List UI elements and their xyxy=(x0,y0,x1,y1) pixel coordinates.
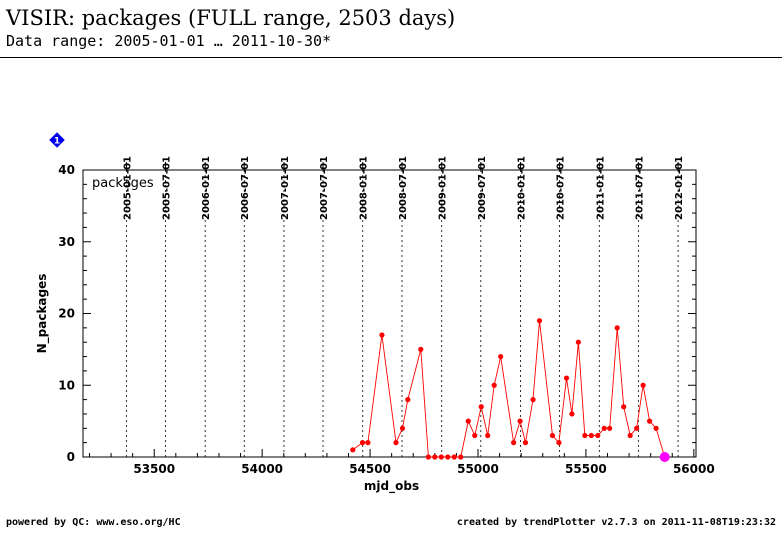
data-point xyxy=(393,440,399,446)
data-point xyxy=(653,425,659,431)
footer-created-by: created by trendPlotter v2.7.3 on 2011-1… xyxy=(456,517,776,528)
footer-powered-by: powered by QC: www.eso.org/HC xyxy=(6,517,181,528)
date-tick-label: 2006-01-01 xyxy=(201,156,212,220)
date-tick-labels: 2005-01-01 2005-07-01 2006-01-01 2006-07-01… xyxy=(122,156,685,220)
date-tick-label: 2005-01-01 xyxy=(122,156,133,220)
data-point xyxy=(640,382,646,388)
date-tick-label: 2005-07-01 xyxy=(161,156,172,220)
date-tick-label: 2007-01-01 xyxy=(280,156,291,220)
y-tick-label: 40 xyxy=(58,163,75,177)
data-point xyxy=(458,454,464,460)
data-point xyxy=(569,411,575,417)
data-point xyxy=(595,432,601,439)
data-point xyxy=(405,397,411,403)
header-divider xyxy=(0,57,782,58)
x-tick-label: 54000 xyxy=(241,462,283,476)
series-line xyxy=(352,320,666,458)
data-point xyxy=(575,339,581,345)
data-point xyxy=(485,432,491,439)
date-tick-label: 2007-07-01 xyxy=(319,156,330,220)
y-axis-label: N_packages xyxy=(35,274,50,354)
data-point xyxy=(556,440,562,446)
data-point xyxy=(607,425,613,431)
data-point xyxy=(517,418,523,424)
date-tick-label: 2009-01-01 xyxy=(438,156,449,220)
last-data-point xyxy=(659,452,670,462)
data-point xyxy=(563,375,570,381)
data-point xyxy=(425,454,431,460)
data-point xyxy=(601,425,607,431)
data-point xyxy=(634,425,640,431)
x-tick-label: 53500 xyxy=(133,462,175,476)
x-tick-label: 55000 xyxy=(457,462,499,476)
data-point xyxy=(498,353,504,360)
x-tick-label: 56000 xyxy=(673,462,715,476)
y-axis: 0 10 20 30 40 xyxy=(58,163,696,464)
data-point xyxy=(472,432,478,439)
data-range-subtitle: Data range: 2005-01-01 … 2011-10-30* xyxy=(6,32,332,50)
date-tick-label: 2011-01-01 xyxy=(595,156,606,220)
page-title: VISIR: packages (FULL range, 2503 days) xyxy=(6,6,456,30)
y-tick-label: 0 xyxy=(67,450,75,464)
date-tick-label: 2006-07-01 xyxy=(240,156,251,220)
data-point xyxy=(432,454,438,460)
data-point xyxy=(522,440,529,446)
data-point xyxy=(549,432,556,439)
date-tick-label: 2010-01-01 xyxy=(517,156,528,220)
info-marker-label[interactable]: 1 xyxy=(54,137,60,147)
data-point xyxy=(350,447,356,453)
y-tick-label: 20 xyxy=(58,307,75,321)
data-point xyxy=(614,325,620,331)
data-point xyxy=(359,440,366,446)
data-point xyxy=(445,454,451,460)
date-tick-label: 2012-01-01 xyxy=(674,156,685,220)
y-tick-label: 10 xyxy=(58,378,75,392)
info-marker[interactable]: 1 xyxy=(49,132,65,148)
x-tick-label: 55500 xyxy=(565,462,607,476)
x-axis-label: mjd_obs xyxy=(364,479,419,494)
x-axis: 53500 54000 54500 55000 55500 56000 xyxy=(88,449,715,476)
data-point xyxy=(491,382,497,388)
data-point xyxy=(588,432,594,439)
date-grid-lines xyxy=(125,162,679,457)
date-tick-label: 2008-07-01 xyxy=(398,156,409,220)
series-packages xyxy=(350,318,670,462)
date-tick-label: 2008-01-01 xyxy=(359,156,370,220)
data-point xyxy=(621,404,627,410)
data-point xyxy=(418,346,424,352)
data-point xyxy=(627,432,633,439)
info-marker-diamond[interactable] xyxy=(49,132,65,148)
date-tick-label: 2009-07-01 xyxy=(477,156,488,220)
data-point xyxy=(582,432,588,439)
x-tick-label: 54500 xyxy=(349,462,391,476)
data-point xyxy=(365,440,371,446)
panel-label: packages xyxy=(92,176,154,191)
data-point xyxy=(646,418,653,424)
y-tick-label: 30 xyxy=(58,235,75,249)
data-point xyxy=(511,440,517,446)
data-point xyxy=(438,454,444,460)
data-point xyxy=(399,425,406,431)
date-tick-label: 2011-07-01 xyxy=(634,156,645,220)
data-point xyxy=(478,404,484,410)
data-point xyxy=(465,418,471,424)
data-point xyxy=(379,332,385,338)
data-point xyxy=(536,318,543,324)
data-point xyxy=(530,397,536,403)
date-tick-label: 2010-07-01 xyxy=(556,156,567,220)
data-point xyxy=(451,454,457,460)
